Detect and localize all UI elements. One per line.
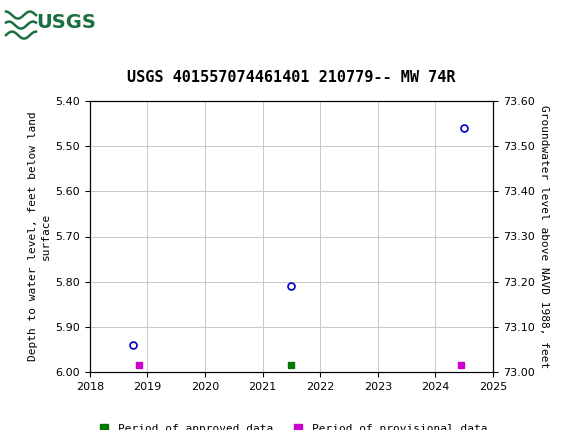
Legend: Period of approved data, Period of provisional data: Period of approved data, Period of provi…	[91, 419, 492, 430]
Text: USGS 401557074461401 210779-- MW 74R: USGS 401557074461401 210779-- MW 74R	[127, 70, 456, 85]
Text: USGS: USGS	[36, 13, 96, 32]
Y-axis label: Groundwater level above NAVD 1988, feet: Groundwater level above NAVD 1988, feet	[539, 105, 549, 368]
Y-axis label: Depth to water level, feet below land
surface: Depth to water level, feet below land su…	[28, 112, 51, 361]
Bar	[4, 3, 99, 42]
